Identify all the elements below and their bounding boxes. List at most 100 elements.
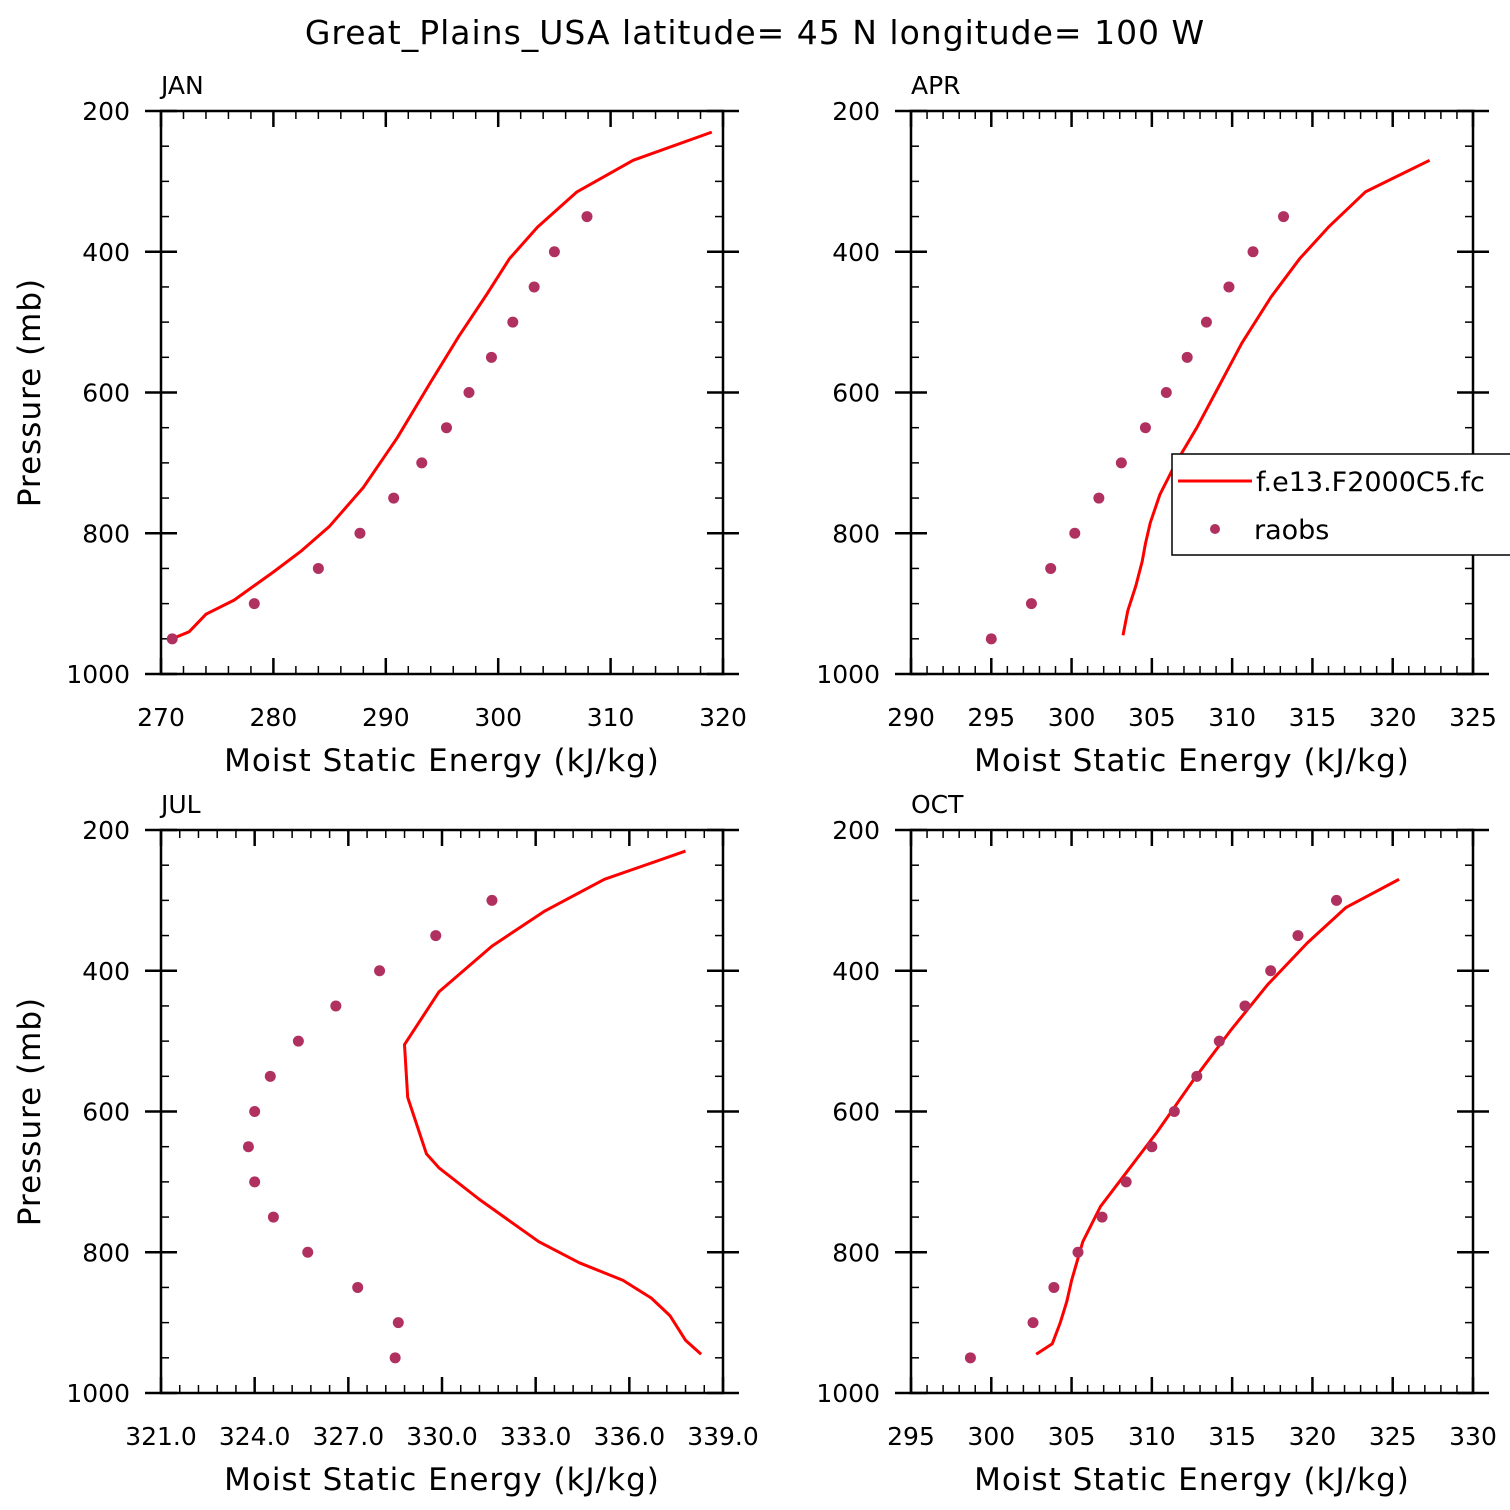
x-tick-label: 290 bbox=[887, 703, 935, 732]
legend-model-label: f.e13.F2000C5.fc bbox=[1256, 467, 1485, 498]
obs-point-jul bbox=[242, 1141, 254, 1153]
obs-point-oct bbox=[1120, 1176, 1132, 1188]
obs-point-apr bbox=[1139, 422, 1151, 434]
x-tick-label: 280 bbox=[250, 703, 298, 732]
obs-point-jul bbox=[292, 1035, 304, 1047]
x-tick-label: 321.0 bbox=[125, 1422, 197, 1451]
y-tick-label: 600 bbox=[832, 1098, 880, 1127]
obs-point-jan bbox=[312, 562, 324, 574]
model-line-oct bbox=[1035, 877, 1400, 1356]
x-tick-label: 300 bbox=[474, 703, 522, 732]
obs-point-apr bbox=[1115, 457, 1127, 469]
y-axis-label-jan: Pressure (mb) bbox=[12, 278, 48, 507]
x-tick-label: 325 bbox=[1369, 1422, 1417, 1451]
obs-point-oct bbox=[1292, 930, 1304, 942]
y-tick-label: 400 bbox=[82, 957, 130, 986]
y-tick-label: 600 bbox=[82, 1098, 130, 1127]
obs-point-oct bbox=[1168, 1106, 1180, 1117]
obs-point-jul bbox=[389, 1352, 401, 1364]
x-tick-label: 320 bbox=[1289, 1422, 1337, 1451]
obs-point-oct bbox=[1239, 1000, 1251, 1012]
obs-point-oct bbox=[964, 1352, 976, 1364]
obs-point-apr bbox=[1247, 246, 1259, 258]
obs-point-jul bbox=[249, 1106, 261, 1117]
obs-point-apr bbox=[1045, 562, 1057, 574]
x-tick-label: 339.0 bbox=[687, 1422, 759, 1451]
x-axis-label-apr: Moist Static Energy (kJ/kg) bbox=[974, 743, 1410, 779]
obs-point-apr bbox=[1223, 281, 1235, 293]
y-tick-label: 400 bbox=[832, 957, 880, 986]
panel-title-oct: OCT bbox=[911, 790, 964, 819]
plot-frame-jan bbox=[159, 109, 725, 676]
panel-title-jan: JAN bbox=[159, 71, 204, 100]
x-tick-label: 300 bbox=[967, 1422, 1015, 1451]
x-tick-label: 295 bbox=[967, 703, 1015, 732]
x-tick-label: 300 bbox=[1048, 703, 1096, 732]
panel-jul: 321.0 324.0 327.0 330.0 333.0 336.0 339.0 200 40… bbox=[12, 790, 759, 1498]
x-tick-label: 315 bbox=[1289, 703, 1337, 732]
x-tick-label: 305 bbox=[1048, 1422, 1096, 1451]
legend-obs-marker bbox=[1210, 524, 1220, 534]
obs-point-apr bbox=[1278, 211, 1290, 223]
obs-point-apr bbox=[1181, 351, 1193, 363]
x-tick-label: 330 bbox=[1449, 1422, 1497, 1451]
y-tick-label: 200 bbox=[832, 97, 880, 126]
obs-point-oct bbox=[1072, 1246, 1084, 1258]
obs-point-apr bbox=[1093, 492, 1105, 504]
obs-point-oct bbox=[1265, 965, 1277, 977]
obs-point-jan bbox=[248, 598, 260, 610]
obs-point-apr bbox=[1200, 316, 1212, 328]
obs-point-jul bbox=[374, 965, 386, 977]
obs-point-jul bbox=[330, 1000, 342, 1012]
obs-point-jul bbox=[267, 1211, 279, 1223]
obs-point-oct bbox=[1213, 1035, 1225, 1047]
obs-point-jan bbox=[440, 422, 452, 434]
y-tick-label: 1000 bbox=[816, 1379, 880, 1408]
x-tick-label: 270 bbox=[137, 703, 185, 732]
y-tick-label: 400 bbox=[82, 238, 130, 267]
x-axis-label-jul: Moist Static Energy (kJ/kg) bbox=[224, 1462, 660, 1498]
x-tick-label: 310 bbox=[1208, 703, 1256, 732]
model-line-jul bbox=[403, 849, 703, 1356]
obs-point-oct bbox=[1146, 1141, 1158, 1153]
model-line-jan bbox=[171, 130, 713, 641]
obs-point-jan bbox=[548, 246, 560, 258]
y-axis-label-jul: Pressure (mb) bbox=[12, 997, 48, 1226]
y-tick-label: 1000 bbox=[816, 660, 880, 689]
x-tick-label: 327.0 bbox=[313, 1422, 385, 1451]
panel-title-jul: JUL bbox=[159, 790, 201, 819]
y-tick-label: 1000 bbox=[66, 1379, 130, 1408]
obs-point-jan bbox=[388, 492, 400, 504]
legend-obs-label: raobs bbox=[1254, 515, 1329, 546]
obs-point-jan bbox=[528, 281, 540, 293]
obs-point-oct bbox=[1331, 894, 1343, 906]
obs-point-oct bbox=[1191, 1070, 1203, 1082]
x-tick-label: 315 bbox=[1208, 1422, 1256, 1451]
y-tick-label: 200 bbox=[82, 97, 130, 126]
x-axis-label-jan: Moist Static Energy (kJ/kg) bbox=[224, 743, 660, 779]
model-line-apr bbox=[1121, 158, 1431, 636]
x-tick-label: 333.0 bbox=[500, 1422, 572, 1451]
obs-point-oct bbox=[1027, 1317, 1039, 1329]
y-tick-label: 400 bbox=[832, 238, 880, 267]
panel-title-apr: APR bbox=[911, 71, 961, 100]
x-tick-label: 305 bbox=[1128, 703, 1176, 732]
y-tick-label: 600 bbox=[832, 379, 880, 408]
x-tick-label: 330.0 bbox=[406, 1422, 478, 1451]
obs-point-jul bbox=[430, 930, 442, 942]
x-tick-label: 324.0 bbox=[219, 1422, 291, 1451]
obs-point-jan bbox=[354, 527, 366, 539]
figure-title: Great_Plains_USA latitude= 45 N longitud… bbox=[305, 13, 1205, 52]
legend-box bbox=[1171, 453, 1510, 556]
obs-point-jul bbox=[264, 1070, 276, 1082]
obs-point-oct bbox=[1048, 1281, 1060, 1293]
obs-point-apr bbox=[1069, 527, 1081, 539]
y-tick-label: 200 bbox=[832, 816, 880, 845]
obs-point-jan bbox=[507, 316, 519, 328]
x-tick-label: 310 bbox=[1128, 1422, 1176, 1451]
y-tick-label: 1000 bbox=[66, 660, 130, 689]
panels: 270 280 290 300 310 320 200 400 600 800 1000 JAN Moi… bbox=[12, 71, 1497, 1498]
obs-point-apr bbox=[985, 633, 997, 645]
y-tick-label: 800 bbox=[82, 519, 130, 548]
y-tick-label: 200 bbox=[82, 816, 130, 845]
